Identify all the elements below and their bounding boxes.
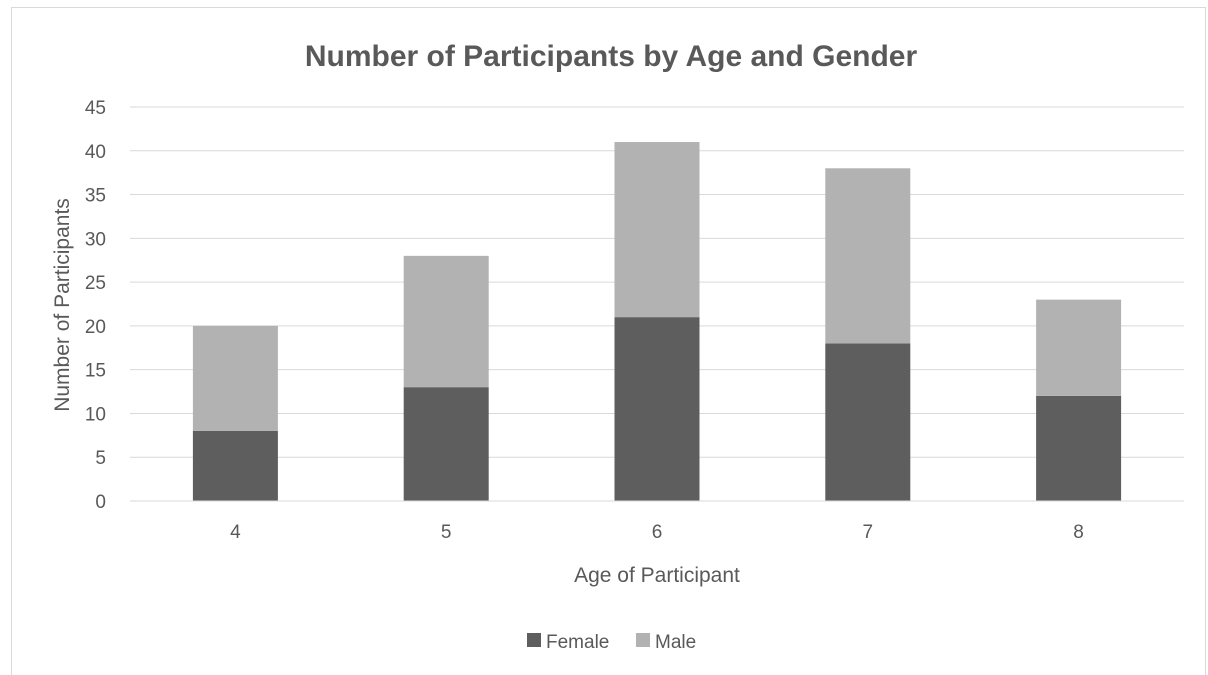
bar-male-8: [1036, 299, 1122, 396]
y-tick-label: 30: [85, 229, 106, 250]
bars: [192, 142, 1122, 501]
bar-male-7: [825, 168, 911, 344]
bar-female-4: [192, 430, 278, 501]
x-tick-labels: 4 5 6 7 8: [230, 522, 1084, 543]
x-tick-label: 8: [1073, 522, 1084, 543]
legend-swatch-male: [636, 633, 650, 647]
legend-label-female: Female: [546, 632, 609, 653]
y-tick-label: 40: [85, 142, 106, 163]
y-tick-labels: 0 5 10 15 20 25 30 35 40 45: [85, 98, 106, 513]
bar-female-5: [403, 387, 489, 501]
bar-female-6: [614, 317, 700, 501]
legend-label-male: Male: [655, 632, 696, 653]
y-tick-label: 35: [85, 186, 106, 207]
y-tick-label: 10: [85, 404, 106, 425]
x-axis-label: Age of Participant: [574, 564, 740, 587]
chart-title: Number of Participants by Age and Gender: [305, 40, 918, 73]
legend-swatch-female: [527, 633, 541, 647]
y-tick-label: 45: [85, 98, 106, 119]
chart-frame: [11, 7, 1206, 675]
x-tick-label: 5: [441, 522, 452, 543]
bar-female-8: [1036, 395, 1122, 501]
y-axis-label: Number of Participants: [51, 198, 74, 412]
bar-male-4: [192, 325, 278, 431]
legend: Female Male: [527, 632, 696, 653]
bar-female-7: [825, 343, 911, 501]
x-tick-label: 6: [652, 522, 663, 543]
y-tick-label: 0: [95, 492, 106, 513]
y-tick-label: 20: [85, 317, 106, 338]
x-tick-label: 7: [863, 522, 874, 543]
y-tick-label: 25: [85, 273, 106, 294]
bar-male-5: [403, 255, 489, 388]
y-tick-label: 15: [85, 361, 106, 382]
bar-male-6: [614, 142, 700, 318]
y-tick-label: 5: [95, 448, 106, 469]
x-tick-label: 4: [230, 522, 241, 543]
